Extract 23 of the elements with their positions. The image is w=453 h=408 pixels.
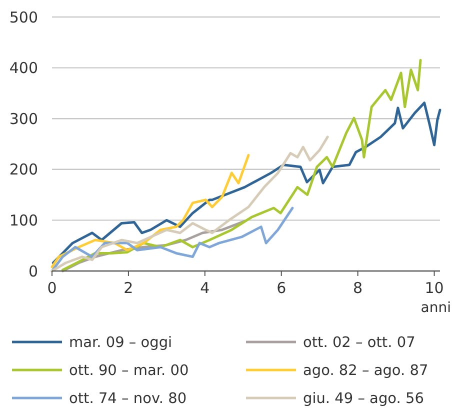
x-tick-label: 0	[47, 279, 57, 297]
legend-label: giu. 49 – ago. 56	[303, 391, 424, 408]
y-tick-label: 100	[9, 211, 38, 230]
legend-label: ott. 74 – nov. 80	[69, 391, 187, 408]
line-series	[50, 136, 329, 272]
legend-label: ott. 90 – mar. 00	[69, 363, 189, 380]
line-series	[52, 102, 442, 264]
legend-label: ott. 02 – ott. 07	[303, 335, 416, 352]
x-tick-label: 10	[424, 279, 444, 297]
y-tick-label: 400	[9, 59, 38, 78]
y-tick-label: 0	[28, 262, 38, 280]
x-tick-label: 6	[276, 279, 286, 297]
legend-label: ago. 82 – ago. 87	[303, 363, 428, 380]
line-series	[50, 206, 294, 272]
x-tick-label: 2	[124, 279, 134, 297]
x-axis-title: anni	[420, 300, 451, 316]
legend-label: mar. 09 – oggi	[69, 335, 172, 352]
x-tick-label: 4	[200, 279, 210, 297]
y-tick-label: 500	[9, 8, 38, 26]
line-series	[61, 58, 422, 272]
x-tick-label: 8	[353, 279, 363, 297]
y-tick-label: 300	[9, 110, 38, 128]
y-tick-label: 200	[9, 160, 38, 179]
